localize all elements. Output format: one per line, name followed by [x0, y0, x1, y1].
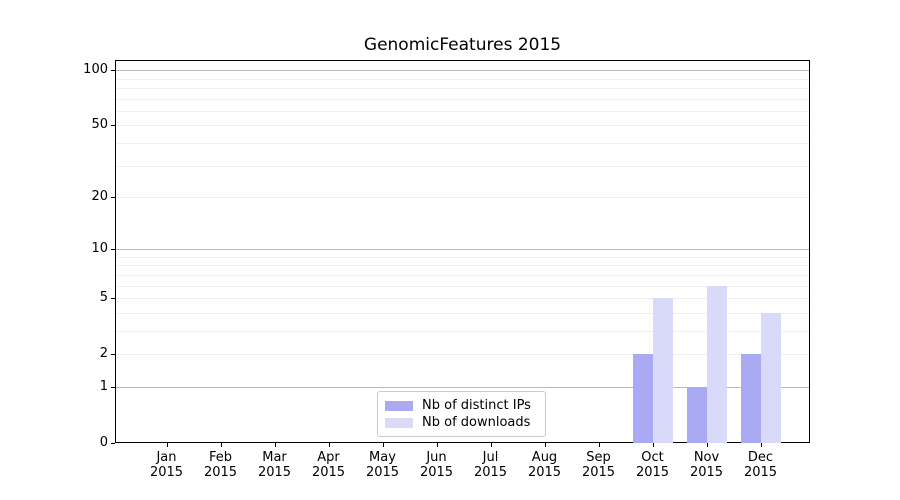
x-tick-year: 2015	[149, 465, 184, 480]
y-tick-mark	[111, 443, 115, 444]
x-tick-month: Feb	[208, 450, 233, 465]
x-tick-label: Jul 2015	[464, 450, 518, 480]
minor-gridline	[116, 78, 809, 80]
x-tick-mark	[652, 443, 654, 447]
x-tick-year: 2015	[527, 465, 562, 480]
major-gridline	[116, 386, 809, 388]
x-tick-month: Jul	[482, 450, 499, 465]
legend-swatch	[385, 417, 413, 428]
x-tick-label: Mar 2015	[248, 450, 302, 480]
x-tick-month: Nov	[693, 450, 720, 465]
y-tick-label: 20	[91, 189, 108, 205]
legend-item-label: Nb of distinct IPs	[422, 398, 531, 413]
bar-downloads	[706, 285, 727, 443]
x-tick-mark	[166, 443, 168, 447]
minor-gridline	[116, 256, 809, 258]
y-tick-mark	[111, 386, 115, 388]
y-tick-label: 5	[99, 290, 108, 306]
x-tick-label: Nov 2015	[680, 450, 734, 480]
bar-downloads	[760, 312, 781, 443]
x-tick-mark	[706, 443, 708, 447]
legend-item-label: Nb of downloads	[422, 415, 531, 430]
minor-gridline	[116, 165, 809, 167]
x-tick-label: Dec 2015	[734, 450, 788, 480]
legend: Nb of distinct IPs Nb of downloads	[377, 391, 546, 437]
minor-gridline	[116, 265, 809, 267]
minor-gridline	[116, 274, 809, 276]
major-gridline	[116, 70, 809, 72]
y-tick-label: 50	[91, 117, 108, 133]
x-tick-month: Jun	[426, 450, 447, 465]
x-tick-mark	[490, 443, 492, 447]
minor-gridline	[116, 298, 809, 300]
x-tick-label: Feb 2015	[194, 450, 248, 480]
x-tick-month: Jan	[156, 450, 177, 465]
bar-distinct-ips	[686, 386, 707, 443]
minor-gridline	[116, 330, 809, 332]
x-tick-month: Dec	[747, 450, 774, 465]
y-tick-label: 100	[83, 62, 108, 78]
x-tick-mark	[382, 443, 384, 447]
x-tick-label: Jan 2015	[140, 450, 194, 480]
major-gridline	[116, 249, 809, 251]
minor-gridline	[116, 312, 809, 314]
x-tick-year: 2015	[203, 465, 238, 480]
x-tick-label: Oct 2015	[626, 450, 680, 480]
x-tick-month: Aug	[531, 450, 558, 465]
x-tick-year: 2015	[419, 465, 454, 480]
x-tick-mark	[436, 443, 438, 447]
x-tick-year: 2015	[473, 465, 508, 480]
bar-distinct-ips	[740, 354, 761, 443]
minor-gridline	[116, 354, 809, 356]
x-tick-label: Sep 2015	[572, 450, 626, 480]
legend-item: Nb of distinct IPs	[385, 397, 537, 414]
x-tick-label: May 2015	[356, 450, 410, 480]
x-tick-year: 2015	[365, 465, 400, 480]
legend-item: Nb of downloads	[385, 414, 537, 431]
x-tick-year: 2015	[257, 465, 292, 480]
y-tick-mark	[111, 354, 115, 356]
x-tick-year: 2015	[635, 465, 670, 480]
minor-gridline	[116, 197, 809, 199]
x-tick-year: 2015	[743, 465, 778, 480]
y-tick-label: 0	[99, 435, 108, 450]
x-tick-month: May	[369, 450, 396, 465]
y-tick-label: 2	[99, 346, 108, 362]
x-tick-month: Apr	[317, 450, 340, 465]
x-tick-year: 2015	[689, 465, 724, 480]
minor-gridline	[116, 125, 809, 127]
bar-downloads	[652, 298, 673, 443]
x-tick-year: 2015	[581, 465, 616, 480]
x-tick-month: Oct	[641, 450, 664, 465]
x-tick-mark	[328, 443, 330, 447]
minor-gridline	[116, 110, 809, 112]
minor-gridline	[116, 87, 809, 89]
y-tick-label: 10	[91, 241, 108, 257]
bar-distinct-ips	[632, 354, 653, 443]
x-tick-mark	[760, 443, 762, 447]
y-tick-mark	[111, 197, 115, 199]
x-tick-label: Jun 2015	[410, 450, 464, 480]
x-tick-label: Apr 2015	[302, 450, 356, 480]
x-tick-month: Sep	[586, 450, 611, 465]
plot-area	[115, 60, 810, 443]
x-tick-mark	[598, 443, 600, 447]
y-tick-mark	[111, 298, 115, 300]
minor-gridline	[116, 142, 809, 144]
y-tick-mark	[111, 249, 115, 251]
x-tick-mark	[220, 443, 222, 447]
y-tick-label: 1	[99, 378, 108, 394]
x-tick-month: Mar	[262, 450, 287, 465]
x-tick-mark	[544, 443, 546, 447]
y-tick-mark	[111, 70, 115, 72]
x-tick-year: 2015	[311, 465, 346, 480]
legend-swatch	[385, 400, 413, 411]
chart-title: GenomicFeatures 2015	[363, 35, 562, 55]
y-tick-mark	[111, 125, 115, 127]
x-tick-label: Aug 2015	[518, 450, 572, 480]
x-tick-mark	[274, 443, 276, 447]
minor-gridline	[116, 285, 809, 287]
minor-gridline	[116, 98, 809, 100]
